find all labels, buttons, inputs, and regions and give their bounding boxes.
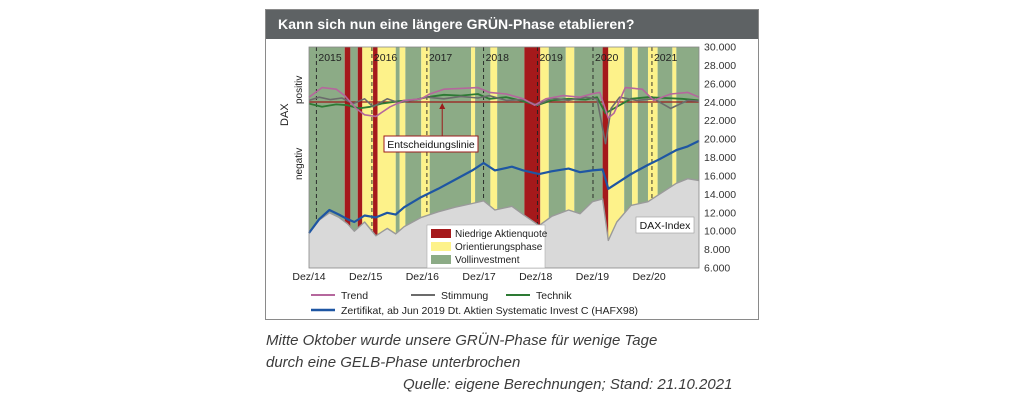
phase-band-green bbox=[350, 47, 358, 268]
phase-legend-swatch-red bbox=[431, 229, 451, 238]
phase-band-yellow bbox=[421, 47, 430, 268]
left-axis-title: DAX bbox=[279, 103, 291, 126]
phase-band-yellow bbox=[399, 47, 406, 268]
x-tick-label: Dez/15 bbox=[349, 271, 382, 283]
phase-band-red bbox=[602, 47, 609, 268]
phase-band-yellow bbox=[632, 47, 638, 268]
chart-title: Kann sich nun eine längere GRÜN-Phase et… bbox=[266, 10, 758, 39]
phase-band-yellow bbox=[362, 47, 374, 268]
x-tick-label: Dez/17 bbox=[462, 271, 495, 283]
right-axis-tick-label: 10.000 bbox=[704, 226, 736, 238]
phase-band-yellow bbox=[471, 47, 476, 268]
right-axis-tick-label: 14.000 bbox=[704, 189, 736, 201]
decision-line-label: Entscheidungslinie bbox=[387, 139, 475, 151]
left-axis-negative-label: negativ bbox=[294, 148, 305, 180]
year-label: 2019 bbox=[539, 52, 563, 64]
year-label: 2021 bbox=[654, 52, 678, 64]
dax-area bbox=[309, 178, 699, 268]
right-axis-tick-label: 8.000 bbox=[704, 244, 730, 256]
phase-band-green bbox=[624, 47, 633, 268]
right-axis-tick-label: 26.000 bbox=[704, 78, 736, 90]
year-label: 2020 bbox=[595, 52, 619, 64]
right-axis-tick-label: 28.000 bbox=[704, 60, 736, 72]
line-legend-label: Technik bbox=[536, 290, 572, 302]
phase-band-yellow bbox=[672, 47, 677, 268]
dax-index-label-box bbox=[635, 216, 695, 234]
year-label: 2018 bbox=[486, 52, 510, 64]
right-axis-tick-label: 12.000 bbox=[704, 207, 736, 219]
phase-legend-swatch-yellow bbox=[431, 242, 451, 251]
stimmung-line bbox=[308, 94, 700, 145]
dax-line bbox=[308, 177, 700, 242]
caption-line-2: durch eine GELB-Phase unterbrochen bbox=[266, 354, 521, 371]
year-label: 2017 bbox=[429, 52, 453, 64]
right-axis-tick-label: 16.000 bbox=[704, 170, 736, 182]
phase-band-yellow bbox=[647, 47, 658, 268]
line-legend-label-zertifikat: Zertifikat, ab Jun 2019 Dt. Aktien Syste… bbox=[341, 305, 638, 317]
phase-band-red bbox=[344, 47, 351, 268]
right-axis-tick-label: 6.000 bbox=[704, 263, 730, 275]
phase-band-red bbox=[373, 47, 378, 268]
chart-svg: 30.000 28.000 26.000 24.000 22.000 20.000 18.0… bbox=[279, 42, 736, 318]
phase-band-yellow bbox=[540, 47, 549, 268]
phase-band-yellow bbox=[490, 47, 498, 268]
x-tick-label: Dez/14 bbox=[292, 271, 325, 283]
line-legend-label: Stimmung bbox=[441, 290, 488, 302]
year-label: 2016 bbox=[374, 52, 398, 64]
right-axis-tick-label: 30.000 bbox=[704, 42, 736, 54]
year-label: 2015 bbox=[318, 52, 342, 64]
right-axis-tick-label: 18.000 bbox=[704, 152, 736, 164]
x-tick-label: Dez/18 bbox=[519, 271, 552, 283]
decision-line-arrowhead bbox=[439, 103, 446, 109]
chart-frame: Kann sich nun eine längere GRÜN-Phase et… bbox=[265, 9, 759, 320]
right-axis-tick-label: 20.000 bbox=[704, 134, 736, 146]
caption-source: Quelle: eigene Berechnungen; Stand: 21.1… bbox=[403, 376, 733, 393]
phase-legend-swatch-green bbox=[431, 255, 451, 264]
phase-legend-label: Niedrige Aktienquote bbox=[455, 229, 548, 240]
right-axis-tick-label: 24.000 bbox=[704, 97, 736, 109]
phase-band-yellow bbox=[565, 47, 575, 268]
x-tick-label: Dez/19 bbox=[576, 271, 609, 283]
x-tick-label: Dez/20 bbox=[632, 271, 665, 283]
left-axis-positive-label: positiv bbox=[294, 76, 305, 104]
caption-line-1: Mitte Oktober wurde unsere GRÜN-Phase fü… bbox=[266, 332, 658, 349]
phase-band-green bbox=[395, 47, 400, 268]
phase-legend-label: Vollinvestment bbox=[455, 255, 520, 266]
phase-legend-label: Orientierungsphase bbox=[455, 242, 543, 253]
trend-line bbox=[308, 86, 700, 119]
phase-band-red bbox=[357, 47, 363, 268]
right-axis-tick-label: 22.000 bbox=[704, 115, 736, 127]
x-tick-label: Dez/16 bbox=[406, 271, 439, 283]
zertifikat-line bbox=[308, 139, 700, 234]
phase-band-green bbox=[637, 47, 648, 268]
dax-index-label: DAX-Index bbox=[640, 220, 692, 232]
decision-line-label-box bbox=[383, 135, 479, 153]
line-legend-label: Trend bbox=[341, 290, 368, 302]
